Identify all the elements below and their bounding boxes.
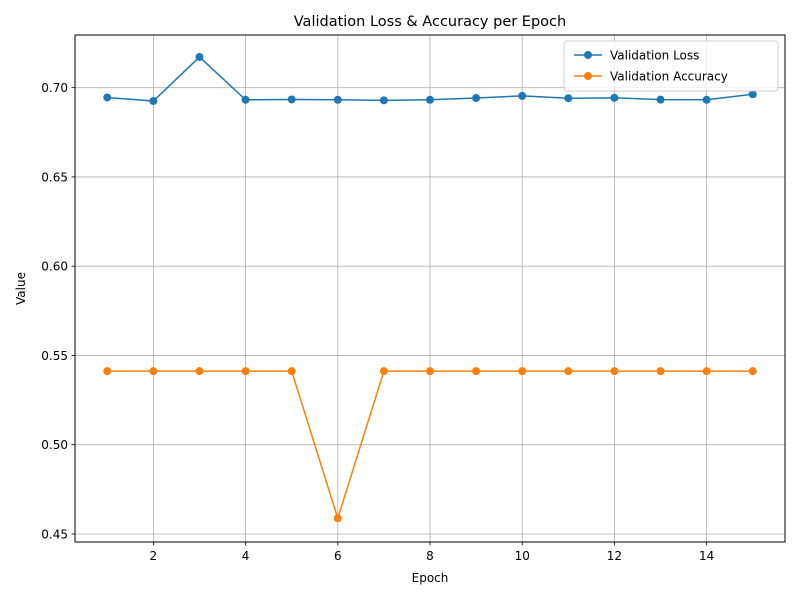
- data-point: [426, 367, 434, 376]
- data-point: [149, 97, 158, 106]
- data-point: [564, 94, 573, 103]
- x-tick-label: 12: [607, 549, 622, 563]
- data-point: [702, 367, 711, 376]
- y-tick-label: 0.60: [41, 260, 68, 274]
- data-point: [656, 367, 665, 376]
- x-tick-label: 10: [515, 549, 530, 563]
- data-point: [748, 367, 757, 376]
- legend-marker: [584, 51, 592, 59]
- x-tick-label: 8: [426, 549, 434, 563]
- legend-label: Validation Accuracy: [610, 70, 728, 84]
- data-point: [103, 93, 112, 102]
- legend: Validation Loss Validation Accuracy: [563, 40, 779, 92]
- data-point: [379, 367, 388, 376]
- y-tick-label: 0.55: [41, 349, 68, 363]
- data-point: [287, 367, 296, 376]
- data-point: [426, 95, 434, 104]
- data-point: [748, 90, 757, 99]
- data-point: [103, 367, 112, 376]
- data-point: [333, 514, 342, 523]
- data-point: [195, 367, 204, 376]
- x-tick-label: 6: [334, 549, 342, 563]
- data-point: [702, 95, 711, 104]
- data-point: [149, 367, 158, 376]
- y-tick-label: 0.45: [41, 527, 68, 541]
- y-tick-label: 0.65: [41, 170, 68, 184]
- data-point: [472, 94, 481, 103]
- x-tick-label: 4: [242, 549, 250, 563]
- data-point: [656, 95, 665, 104]
- data-point: [610, 93, 619, 102]
- legend-label: Validation Loss: [610, 49, 699, 63]
- data-point: [241, 367, 250, 376]
- data-point: [610, 367, 619, 376]
- chart-title: Validation Loss & Accuracy per Epoch: [294, 14, 566, 30]
- grid: [75, 35, 785, 542]
- data-point: [518, 91, 527, 100]
- series-layer: [103, 52, 757, 523]
- data-point: [287, 95, 296, 104]
- ticks: 2 4 6 8 10 12 14 0.45 0.50 0.55 0.60 0.65 0.70: [41, 81, 714, 563]
- y-axis-title: Value: [14, 272, 28, 305]
- data-point: [564, 367, 573, 376]
- data-point: [241, 95, 250, 104]
- y-tick-label: 0.70: [41, 81, 68, 95]
- data-point: [472, 367, 481, 376]
- data-point: [518, 367, 527, 376]
- data-point: [195, 52, 204, 61]
- data-point: [379, 96, 388, 105]
- x-axis-title: Epoch: [412, 571, 449, 585]
- legend-marker: [584, 72, 592, 80]
- legend-box: [563, 40, 779, 92]
- x-tick-label: 14: [699, 549, 714, 563]
- data-point: [333, 95, 342, 104]
- x-tick-label: 2: [150, 549, 158, 563]
- y-tick-label: 0.50: [41, 438, 68, 452]
